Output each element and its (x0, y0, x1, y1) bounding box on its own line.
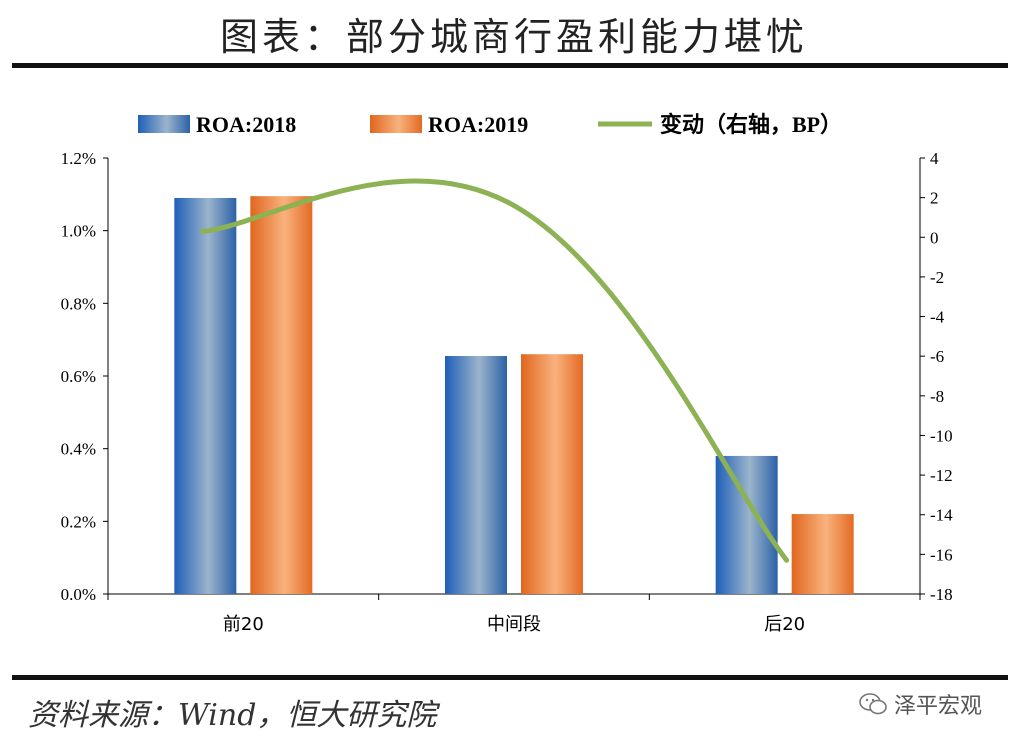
bar-roa-2018 (445, 356, 507, 594)
legend: ROA:2018 ROA:2019 变动（右轴，BP） (138, 112, 842, 137)
right-axis: 4 2 0 -2 -4 -6 -8 -10 -12 -14 -16 -18 (919, 149, 953, 604)
right-tick-label: -4 (930, 308, 945, 327)
right-tick-label: -2 (930, 268, 944, 287)
bar-roa-2019 (250, 196, 313, 594)
x-axis: 前20 中间段 后20 (107, 593, 921, 635)
bar-roa-2018 (174, 197, 237, 594)
change-line-series (199, 178, 790, 563)
right-tick-label: -18 (930, 585, 953, 604)
legend-swatch-roa-2019 (370, 115, 422, 133)
wechat-icon (859, 693, 887, 715)
category-label: 前20 (223, 614, 264, 635)
source-note: 资料来源：Wind，恒大研究院 (28, 698, 437, 733)
bar-roa-2019 (521, 354, 583, 594)
left-axis-ticks: 0.0% 0.2% 0.4% 0.6% 0.8% 1.0% 1.2% (61, 149, 108, 604)
legend-label-roa-2019: ROA:2019 (428, 112, 528, 137)
bars (174, 196, 854, 594)
legend-label-change: 变动（右轴，BP） (660, 112, 842, 137)
bottom-rule (12, 675, 1008, 680)
x-axis-ticks: 前20 中间段 后20 (107, 594, 921, 635)
legend-label-roa-2018: ROA:2018 (196, 112, 296, 137)
top-rule (12, 63, 1008, 68)
right-tick-label: 4 (930, 149, 939, 168)
right-tick-label: -10 (930, 426, 953, 445)
left-tick-label: 0.2% (61, 512, 96, 531)
left-tick-label: 0.8% (61, 294, 96, 313)
category-label: 后20 (764, 614, 805, 635)
right-tick-label: -12 (930, 466, 953, 485)
right-tick-label: -16 (930, 545, 953, 564)
right-tick-label: -6 (930, 347, 944, 366)
left-tick-label: 0.4% (61, 440, 96, 459)
right-tick-label: 0 (930, 228, 939, 247)
legend-swatch-roa-2018 (138, 115, 190, 133)
watermark-text: 泽平宏观 (894, 694, 983, 719)
right-tick-label: -14 (930, 506, 953, 525)
left-tick-label: 0.6% (61, 367, 96, 386)
chart-title: 图表：部分城商行盈利能力堪忧 (219, 15, 808, 59)
right-axis-ticks: 4 2 0 -2 -4 -6 -8 -10 -12 -14 -16 -18 (920, 149, 953, 604)
right-tick-label: 2 (930, 189, 939, 208)
left-axis: 0.0% 0.2% 0.4% 0.6% 0.8% 1.0% 1.2% (61, 149, 109, 604)
right-tick-label: -8 (930, 387, 944, 406)
change-line (199, 178, 790, 563)
left-tick-label: 1.2% (61, 149, 96, 168)
bar-roa-2019 (791, 514, 854, 594)
left-tick-label: 1.0% (61, 222, 96, 241)
watermark: 泽平宏观 (858, 688, 982, 720)
category-label: 中间段 (487, 614, 541, 635)
left-tick-label: 0.0% (61, 585, 96, 604)
bar-roa-2018 (715, 455, 778, 594)
